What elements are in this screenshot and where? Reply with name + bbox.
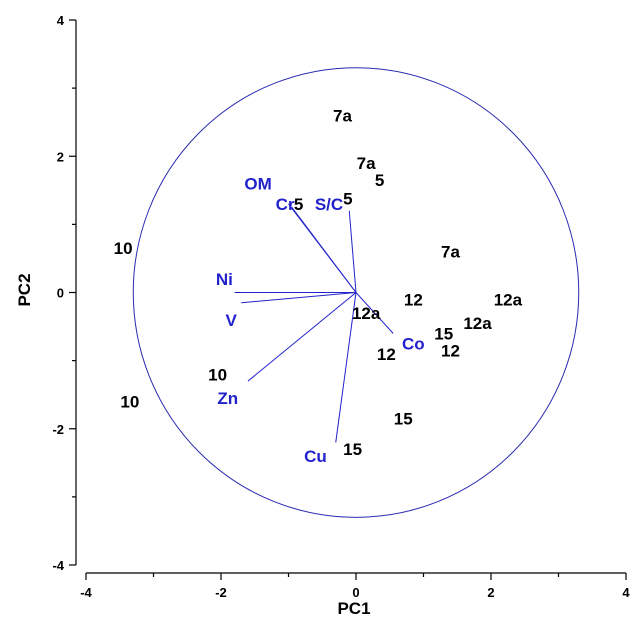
variable-label: S/C [315, 195, 343, 214]
loading-line [241, 292, 357, 304]
observation-label: 10 [208, 365, 227, 384]
observation-label: 12a [352, 304, 381, 323]
loading-line [355, 292, 394, 334]
loading-line [348, 210, 357, 293]
observation-label: 7a [441, 243, 460, 262]
observation-label: 5 [343, 189, 352, 208]
correlation-circle [132, 67, 580, 518]
variable-label: Co [402, 335, 425, 354]
loading-line [291, 207, 357, 293]
y-tick-label: 4 [57, 13, 65, 28]
observation-label: 7a [333, 106, 352, 125]
observation-label: 12 [441, 341, 460, 360]
loading-line [247, 292, 357, 382]
observation-label: 15 [394, 410, 413, 429]
variable-label: V [225, 311, 237, 330]
observation-label: 5 [375, 171, 384, 190]
correlation-circle-layer [132, 67, 580, 518]
x-tick-label: 4 [622, 585, 630, 600]
y-tick-label: -4 [52, 558, 64, 573]
variable-label: Ni [216, 270, 233, 289]
observation-label: 12 [404, 290, 423, 309]
variable-label: Zn [217, 389, 238, 408]
variable-label: Cr [276, 195, 295, 214]
loading-line [335, 292, 357, 443]
variable-label: OM [244, 175, 271, 194]
y-axis-title: PC2 [15, 273, 34, 306]
observation-label: 7a [357, 154, 376, 173]
observation-label: 10 [114, 239, 133, 258]
variable-label: Cu [304, 447, 327, 466]
x-tick-label: 0 [352, 585, 359, 600]
variable-loadings: OM Cr S/C Ni V Zn Cu Co [216, 175, 425, 467]
x-tick-label: -4 [80, 585, 92, 600]
x-tick-label: -2 [215, 585, 227, 600]
x-axis-title: PC1 [337, 599, 370, 618]
y-tick-label: 0 [57, 286, 64, 301]
observation-label: 12 [377, 345, 396, 364]
observation-label: 15 [343, 440, 362, 459]
observation-label: 12a [463, 314, 492, 333]
y-tick-label: 2 [57, 149, 64, 164]
observation-label: 12a [494, 290, 523, 309]
x-tick-label: 2 [487, 585, 494, 600]
observation-label: 10 [120, 393, 139, 412]
observation-label: 5 [294, 195, 303, 214]
y-tick-label: -2 [52, 422, 64, 437]
axes: -4 -2 0 2 4 4 2 0 -2 -4 [52, 13, 630, 600]
observation-label: 15 [434, 324, 453, 343]
